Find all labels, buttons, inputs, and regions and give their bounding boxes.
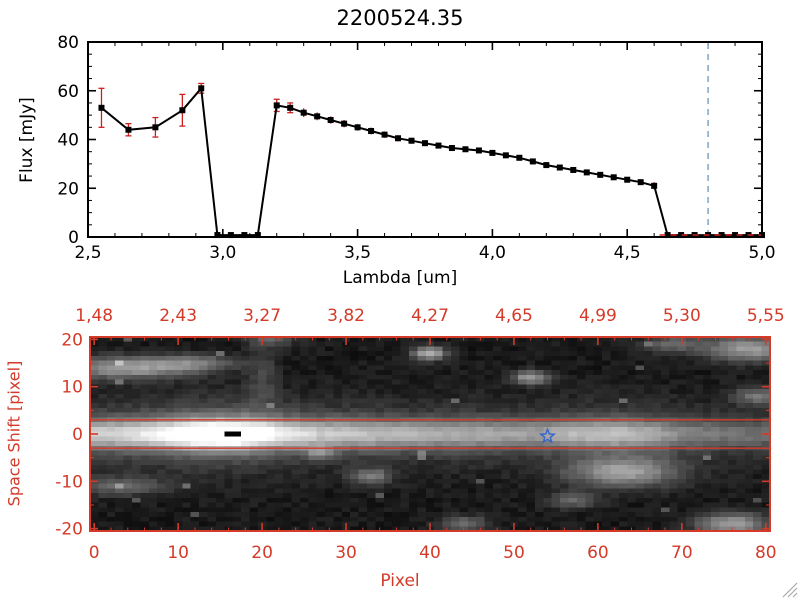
data-point-marker — [651, 182, 658, 189]
gripper-line — [787, 587, 798, 598]
space-shift-axis-label: Space Shift [pixel] — [4, 360, 24, 507]
x-tick-label: 2,5 — [74, 243, 101, 263]
data-point-marker — [637, 179, 644, 186]
x-tick-label: 3,0 — [209, 243, 236, 263]
data-point-marker — [408, 137, 415, 144]
data-point-marker — [98, 104, 105, 111]
data-point-marker — [368, 127, 375, 134]
data-point-marker — [241, 232, 248, 239]
data-point-marker — [718, 232, 725, 239]
data-point-marker — [314, 113, 321, 120]
pixel-tick-label: 50 — [503, 543, 525, 563]
pixel-tick-label: 10 — [167, 543, 189, 563]
y-tick-label: 60 — [57, 82, 79, 102]
data-point-marker — [152, 124, 159, 131]
shift-tick-label: -20 — [55, 520, 83, 540]
wavelength-tick-label: 4,65 — [495, 306, 533, 326]
page-title: 2200524.35 — [336, 6, 464, 30]
data-point-marker — [254, 232, 261, 239]
x-tick-label: 5,0 — [748, 243, 775, 263]
data-point-marker — [435, 142, 442, 149]
data-point-marker — [287, 104, 294, 111]
y-tick-label: 0 — [68, 228, 79, 248]
x-tick-label: 4,0 — [479, 243, 506, 263]
pixel-tick-label: 20 — [251, 543, 273, 563]
y-tick-label: 40 — [57, 131, 79, 151]
data-point-marker — [516, 154, 523, 161]
wavelength-tick-label: 4,99 — [579, 306, 617, 326]
pixel-tick-label: 60 — [587, 543, 609, 563]
data-point-marker — [341, 120, 348, 127]
spectrum-plot: 2,5 3,0 3,5 4,0 4,5 5,0 0 20 40 60 80 — [57, 33, 775, 263]
data-point-marker — [502, 152, 509, 159]
shift-tick-label: 10 — [61, 378, 83, 398]
data-point-marker — [327, 117, 334, 123]
shift-tick-label: -10 — [55, 472, 83, 492]
data-point-marker — [354, 124, 361, 131]
data-point-marker — [422, 140, 428, 147]
star-marker — [538, 427, 557, 444]
wavelength-tick-label: 5,30 — [663, 306, 701, 326]
wavelength-tick-label: 2,43 — [159, 306, 197, 326]
data-point-marker — [610, 174, 617, 181]
y-tick-label: 80 — [57, 33, 79, 53]
data-point-marker — [732, 232, 739, 239]
lambda-axis-label: Lambda [um] — [342, 268, 458, 288]
wavelength-tick-label: 3,27 — [243, 306, 281, 326]
pixel-tick-label: 70 — [671, 543, 693, 563]
y-tick-label: 20 — [57, 179, 79, 199]
data-point-marker — [179, 107, 186, 114]
wavelength-tick-label: 3,82 — [327, 306, 365, 326]
x-tick-label: 4,5 — [614, 243, 641, 263]
data-point-marker — [678, 232, 685, 239]
shift-tick-label: 0 — [72, 425, 83, 445]
data-point-marker — [462, 146, 469, 153]
pixel-tick-label: 30 — [335, 543, 357, 563]
pixel-tick-label: 80 — [755, 543, 777, 563]
data-point-marker — [273, 102, 280, 109]
resize-gripper-icon — [782, 582, 798, 598]
wavelength-tick-label: 5,55 — [747, 306, 785, 326]
data-point-marker — [214, 232, 221, 239]
data-point-marker — [664, 232, 671, 239]
data-point-marker — [300, 109, 307, 116]
data-point-marker — [570, 166, 577, 173]
gripper-line — [782, 582, 798, 598]
wavelength-tick-label: 4,27 — [411, 306, 449, 326]
data-point-marker — [448, 145, 455, 152]
plot-frame — [87, 41, 763, 238]
pixel-tick-label: 40 — [419, 543, 441, 563]
image-plot-overlay: 0 10 20 30 40 50 60 70 80 1,48 2,43 3,27 3,82 4,27 4,6… — [55, 306, 785, 563]
data-point-marker — [395, 135, 402, 142]
data-point-marker — [381, 131, 388, 138]
data-point-marker — [198, 85, 205, 92]
shift-tick-label: 20 — [61, 330, 83, 350]
data-point-marker — [624, 176, 631, 183]
x-tick-label: 3,5 — [344, 243, 371, 263]
data-point-marker — [125, 126, 132, 133]
pixel-tick-label: 0 — [89, 543, 100, 563]
data-point-marker — [583, 169, 590, 176]
image-frame — [89, 336, 771, 532]
spectrum-line — [100, 85, 762, 237]
data-point-marker — [556, 164, 563, 171]
data-point-marker — [227, 232, 234, 239]
data-point-marker — [489, 149, 496, 156]
spectral-2d-image — [90, 337, 770, 531]
data-point-marker — [475, 147, 482, 154]
data-point-marker — [529, 158, 536, 165]
data-point-marker — [543, 162, 550, 169]
gripper-line — [792, 592, 798, 598]
wavelength-tick-label: 1,48 — [75, 306, 113, 326]
data-point-marker — [597, 171, 604, 178]
pixel-axis-label: Pixel — [380, 571, 420, 591]
